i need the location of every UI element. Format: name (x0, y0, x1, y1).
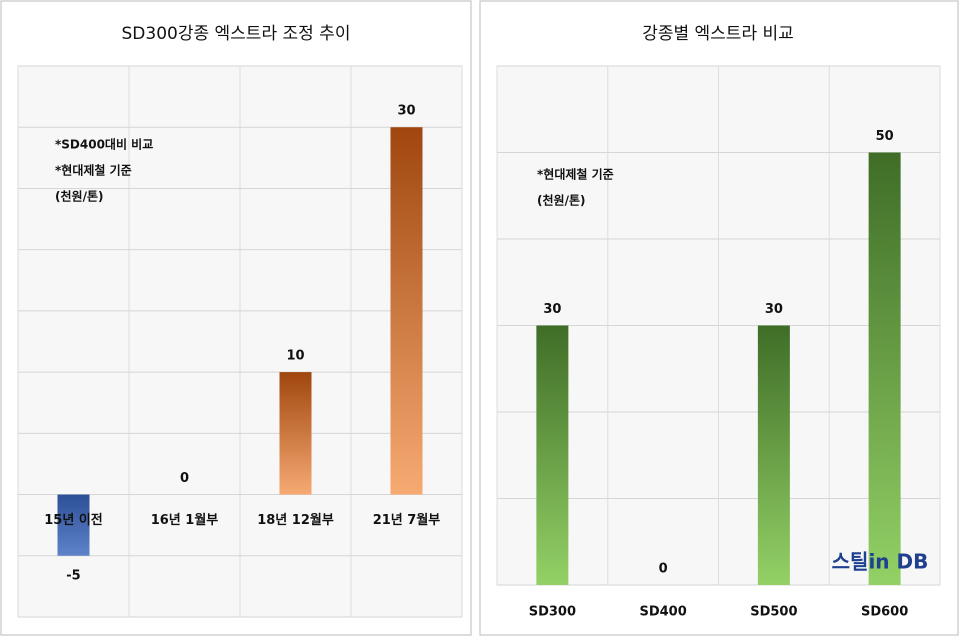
x-tick-label: 15년 이전 (44, 512, 103, 528)
value-label: 0 (659, 562, 668, 577)
value-label: 30 (397, 104, 415, 119)
value-label: 30 (543, 302, 561, 317)
annotation: *현대제철 기준 (55, 163, 132, 178)
value-label: 10 (286, 349, 304, 364)
bar (757, 325, 790, 585)
x-tick-label: SD500 (750, 605, 797, 620)
bar (536, 325, 569, 585)
x-tick-label: SD600 (861, 605, 908, 620)
chart-title: 강종별 엑스트라 비교 (642, 24, 794, 44)
bar (868, 152, 901, 585)
value-label: 30 (765, 302, 783, 317)
x-tick-label: SD400 (639, 605, 686, 620)
value-label: 50 (876, 129, 894, 144)
annotation: *SD400대비 비교 (55, 137, 153, 152)
chart-title: SD300강종 엑스트라 조정 추이 (122, 24, 351, 44)
value-label: -5 (66, 568, 80, 583)
value-label: 0 (180, 471, 189, 486)
x-tick-label: 16년 1월부 (151, 512, 219, 528)
bar (279, 372, 312, 495)
bar (57, 494, 90, 556)
annotation: (천원/톤) (537, 193, 585, 208)
annotation: *현대제철 기준 (537, 167, 614, 182)
x-tick-label: 21년 7월부 (373, 512, 441, 528)
x-tick-label: SD300 (529, 605, 576, 620)
annotation: (천원/톤) (55, 189, 103, 204)
bar (390, 127, 423, 495)
x-tick-label: 18년 12월부 (257, 512, 334, 528)
logo: 스틸in DB (832, 550, 929, 574)
